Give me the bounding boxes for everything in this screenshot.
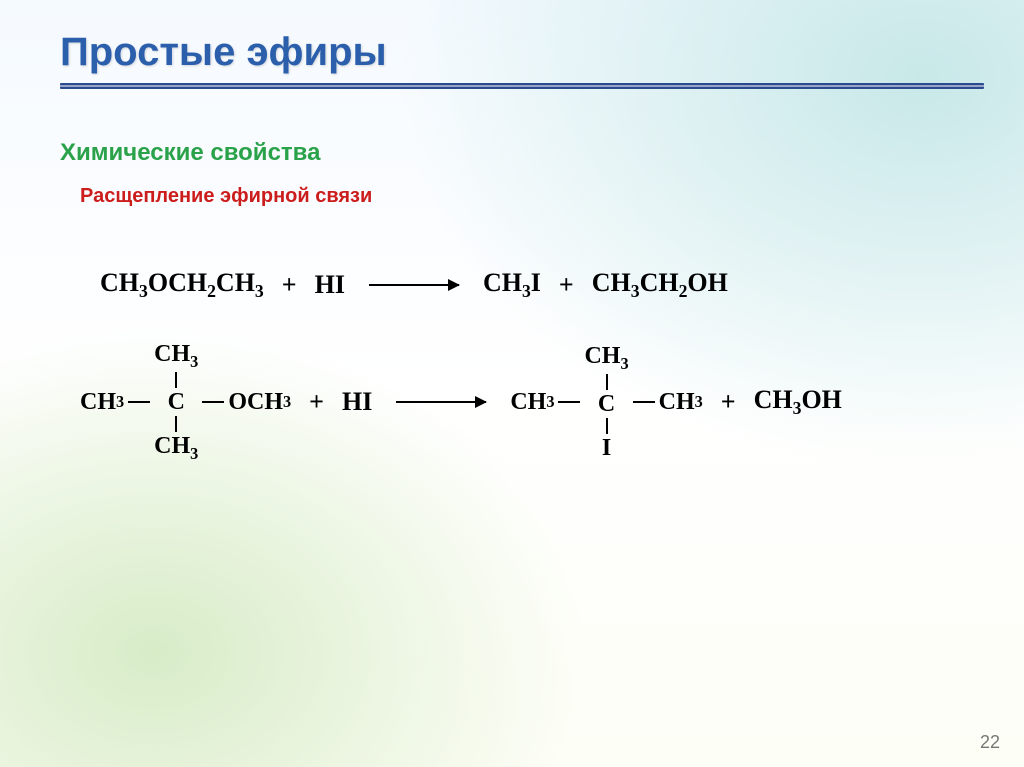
equations-block: CH3OCH2CH3 + HI CH3I + CH3CH2OH CH3 CH3 …	[100, 268, 984, 462]
reaction-arrow-icon	[396, 401, 486, 403]
plus-sign: +	[282, 270, 297, 300]
reaction-arrow-icon	[369, 284, 459, 286]
section-subheading: Расщепление эфирной связи	[80, 185, 984, 208]
product-methanol: CH3OH	[754, 385, 842, 419]
product-2: CH3CH2OH	[592, 268, 728, 302]
slide-title: Простые эфиры	[60, 30, 984, 75]
reactant-2: HI	[315, 270, 345, 300]
reactant-1: CH3OCH2CH3	[100, 268, 264, 302]
page-number: 22	[980, 732, 1000, 753]
equation-2: CH3 CH3 C CH3 OCH3 + HI CH3 CH3	[80, 342, 984, 462]
reagent-hi: HI	[342, 387, 372, 417]
equation-1: CH3OCH2CH3 + HI CH3I + CH3CH2OH	[100, 268, 984, 302]
section-subtitle: Химические свойства	[60, 139, 984, 167]
product-structure: CH3 CH3 C I CH3	[510, 344, 702, 460]
plus-sign: +	[721, 387, 736, 417]
plus-sign: +	[309, 387, 324, 417]
slide: Простые эфиры Химические свойства Расщеп…	[0, 0, 1024, 767]
product-1: CH3I	[483, 268, 541, 302]
title-divider	[60, 83, 984, 89]
reactant-structure: CH3 CH3 C CH3 OCH3	[80, 342, 291, 462]
plus-sign: +	[559, 270, 574, 300]
